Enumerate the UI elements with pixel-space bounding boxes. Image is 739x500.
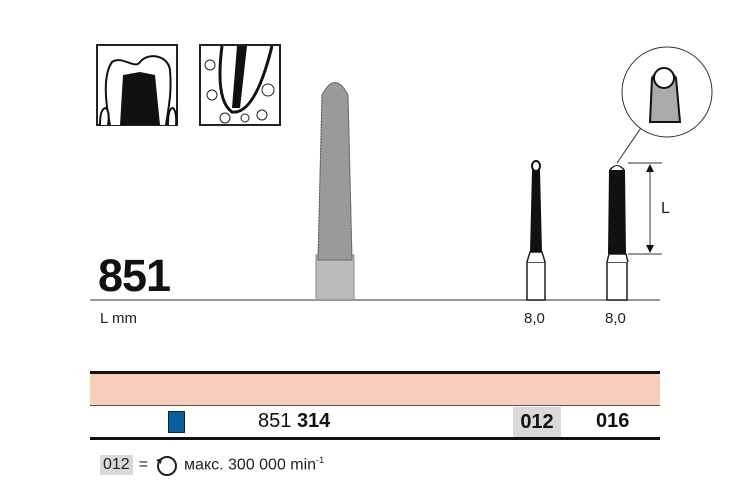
- table-divider: [90, 405, 660, 406]
- crown-preparation-icon: [96, 44, 178, 126]
- speed-unit-exponent: -1: [316, 455, 325, 466]
- size-016: 016: [596, 410, 630, 432]
- speed-note: 012 = макс. 300 000 min-1: [100, 453, 324, 477]
- table-header-band: [90, 374, 660, 405]
- reference-code: 314: [296, 410, 331, 432]
- reference-prefix: 851: [258, 410, 292, 432]
- grit-color-swatch: [168, 411, 185, 433]
- dimension-arrow: [628, 162, 662, 255]
- bur-016-diagram: [606, 121, 646, 301]
- table-top-rule: [90, 371, 660, 374]
- magnifier-detail: [621, 46, 713, 138]
- equals-sign: =: [138, 456, 149, 473]
- rotation-icon: [156, 456, 178, 476]
- speed-note-code: 012: [100, 455, 133, 475]
- root-canal-icon: [199, 44, 281, 126]
- length-label: L mm: [100, 310, 137, 327]
- dimension-label: L: [661, 200, 670, 217]
- max-speed-value: макс. 300 000 min: [184, 456, 317, 474]
- length-value-012: 8,0: [524, 310, 545, 327]
- reference-number: 851 314: [258, 410, 330, 433]
- bur-012-diagram: [526, 160, 546, 301]
- illustrations: [90, 44, 713, 301]
- size-012: 012: [513, 407, 561, 437]
- table-bottom-rule: [90, 437, 660, 440]
- length-value-016: 8,0: [605, 310, 626, 327]
- max-speed-text: макс. 300 000 min-1: [184, 455, 324, 474]
- bur-photo: [315, 82, 355, 301]
- model-number: 851: [98, 250, 171, 301]
